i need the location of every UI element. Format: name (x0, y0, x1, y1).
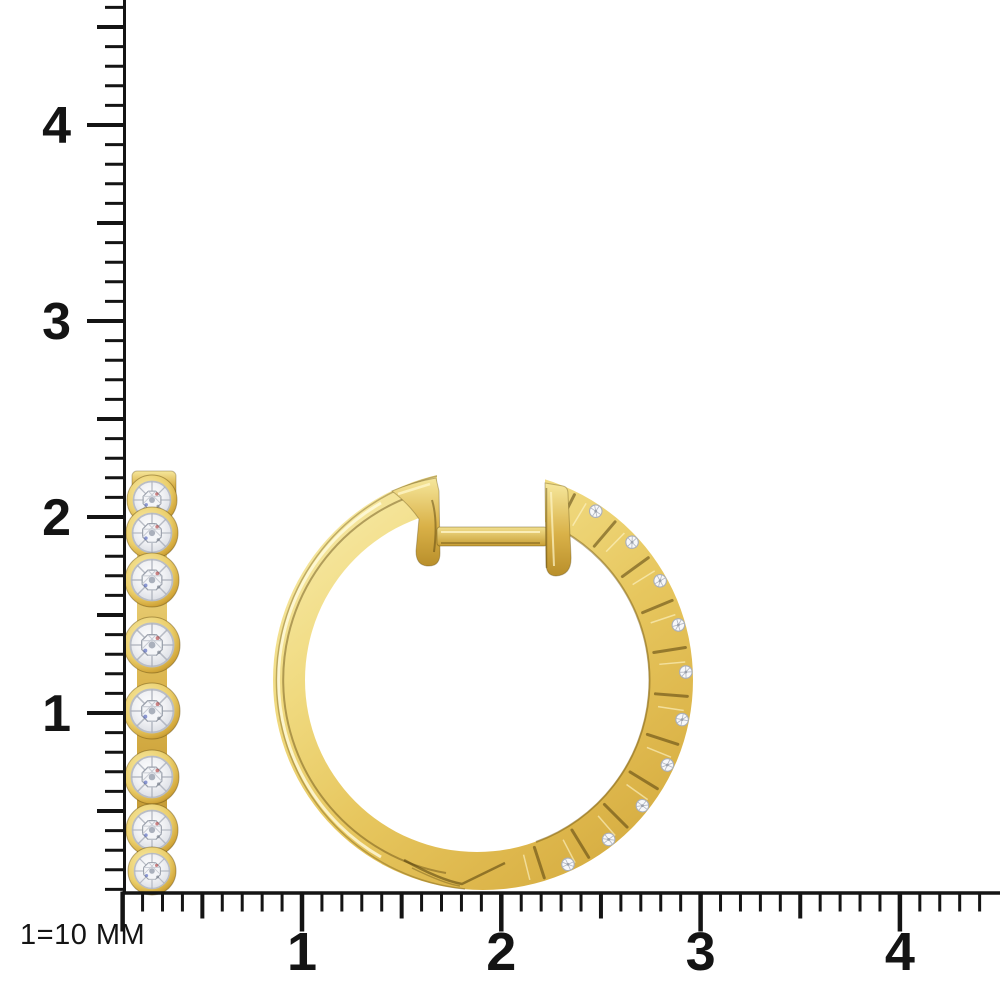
bezel-separation (628, 770, 659, 791)
hinge-left-post (391, 477, 441, 567)
hoop-earring-front-view (273, 452, 693, 890)
bezel-separation (653, 692, 689, 698)
bezel-separation (602, 802, 629, 829)
measurement-rulers: 4 3 2 1 1 2 3 4 (42, 0, 1000, 982)
vertical-ruler-label: 2 (42, 489, 71, 547)
diamond-stone (131, 809, 173, 851)
horizontal-ruler-label: 3 (686, 922, 716, 982)
diamond-stone (130, 755, 174, 799)
diamond-stone (129, 688, 175, 734)
band-tip-chevron (403, 858, 506, 886)
diamond-stone (130, 558, 174, 602)
horizontal-ruler-label: 4 (885, 922, 915, 982)
horizontal-ruler-label: 1 (287, 922, 317, 982)
bezel-separation (620, 556, 650, 579)
diamond-stone (133, 852, 171, 890)
bezel-separation (592, 520, 617, 548)
horizontal-ruler-label: 2 (486, 922, 516, 982)
diamond-stone (129, 622, 175, 668)
bezel-separation (532, 845, 546, 880)
bezel-separation (645, 732, 680, 746)
vertical-ruler-label: 4 (42, 97, 71, 155)
vertical-ruler-label: 3 (42, 293, 71, 351)
bezel-separation (570, 828, 591, 859)
hinge-right-post (544, 482, 572, 577)
scale-note: 1=10 MM (20, 919, 146, 951)
bezel-separation (641, 598, 674, 615)
diamond-glint (678, 664, 693, 680)
bezel-separation (652, 645, 687, 654)
hoop-earring-side-view (123, 470, 181, 896)
bezel-segments (522, 493, 689, 881)
vertical-ruler-label: 1 (42, 685, 71, 743)
hoop-opening (437, 452, 545, 528)
diamond-stone (131, 512, 173, 554)
bezel-set-diamonds (123, 474, 181, 896)
